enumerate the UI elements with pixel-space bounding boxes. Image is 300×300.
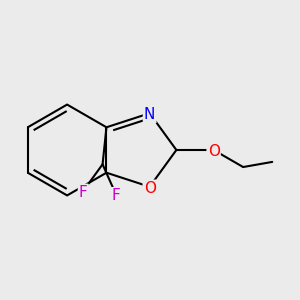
Text: O: O — [144, 181, 156, 196]
Text: F: F — [79, 185, 88, 200]
Text: N: N — [144, 107, 155, 122]
Text: O: O — [208, 144, 220, 159]
Text: F: F — [112, 188, 120, 203]
